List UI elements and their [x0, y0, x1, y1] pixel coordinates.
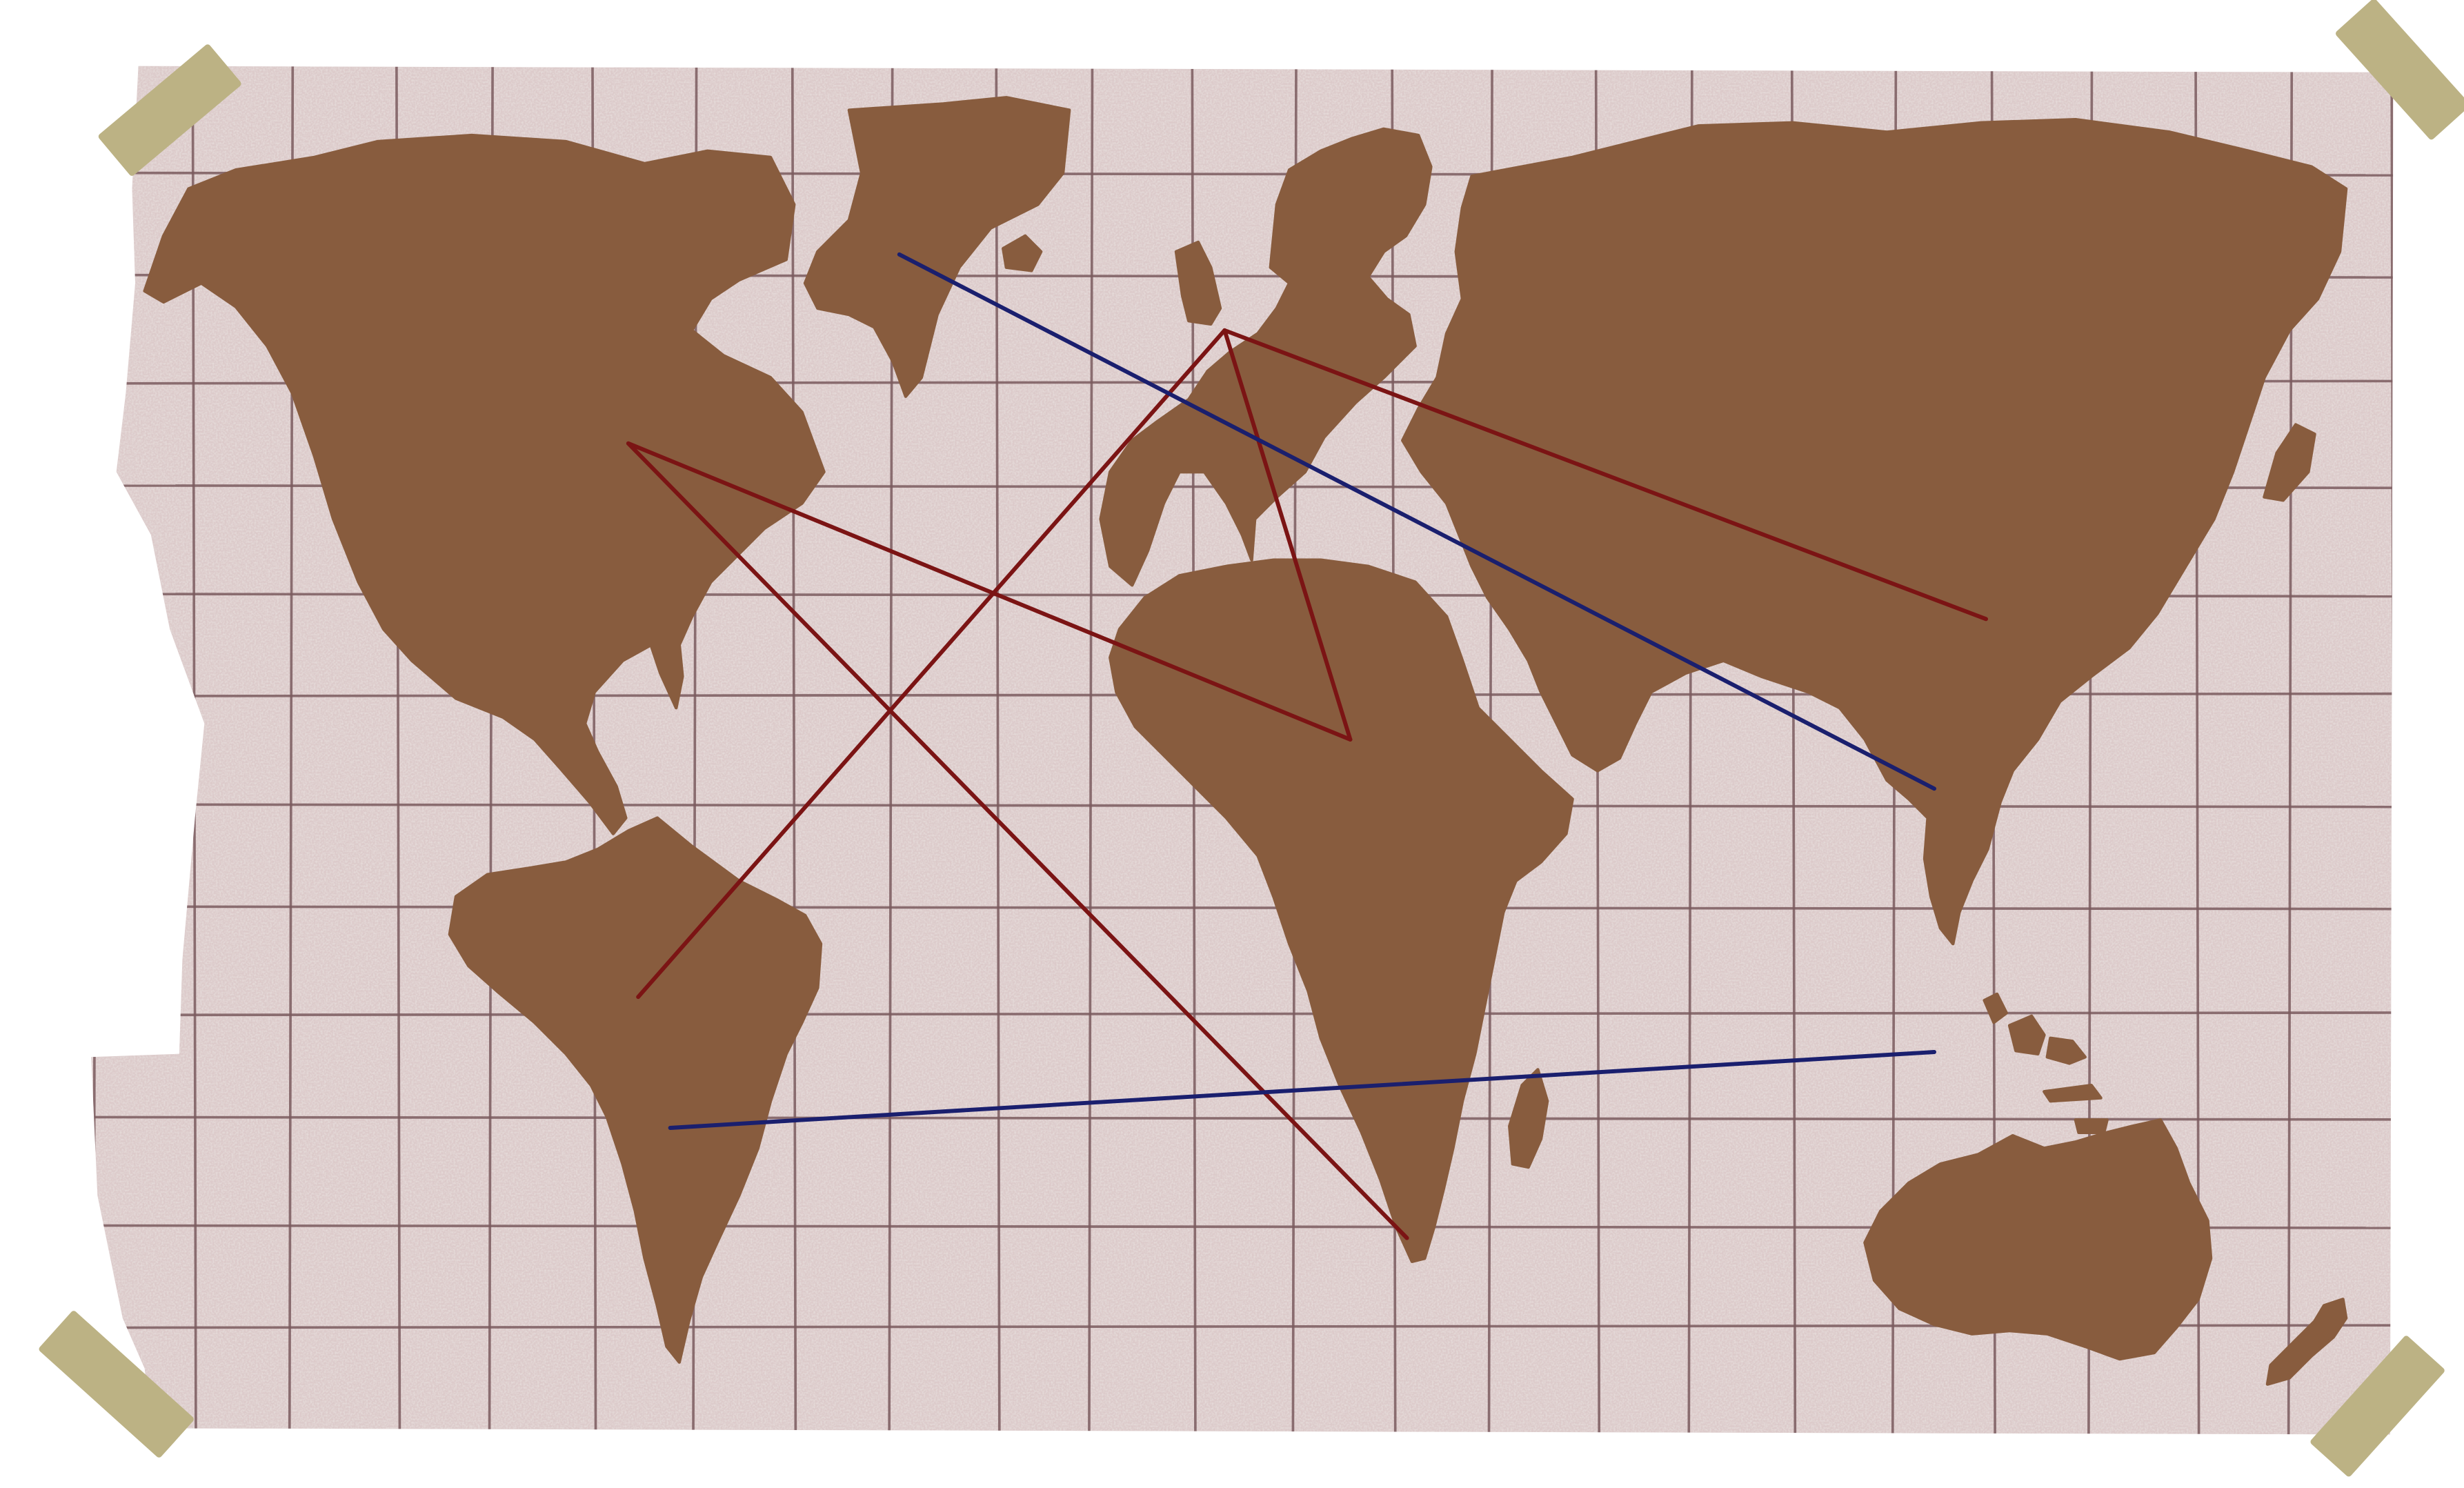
route-5	[1222, 328, 1988, 622]
tape-bottom-right	[2310, 1336, 2445, 1477]
grid-line-vertical	[92, 66, 99, 1435]
grid-line-vertical	[1088, 66, 1094, 1435]
grid-line-vertical	[995, 66, 1001, 1435]
uk	[1174, 240, 1222, 326]
japan	[2263, 423, 2316, 502]
tape-top-left	[98, 44, 241, 176]
grid-line-horizontal	[94, 1115, 2394, 1121]
route-4	[1222, 328, 1353, 742]
grid-line-vertical	[2390, 66, 2394, 1435]
route-1	[626, 441, 1353, 742]
route-3	[636, 328, 1227, 1000]
route-lines	[626, 252, 1988, 1240]
tape-top-right	[2336, 0, 2464, 140]
iceland	[1002, 234, 1043, 272]
europe	[1099, 127, 1433, 587]
route-6	[897, 252, 1936, 791]
south-america	[448, 816, 823, 1364]
land-masses	[143, 96, 2348, 1386]
route-7	[668, 1050, 1936, 1130]
north-america	[143, 133, 826, 835]
tape-bottom-left	[39, 1311, 194, 1458]
indonesia	[1983, 992, 2109, 1134]
asia	[1401, 118, 2348, 946]
tape-strips	[39, 0, 2464, 1477]
grid-line-horizontal	[94, 1011, 2394, 1017]
new-zealand	[2265, 1298, 2348, 1386]
route-2	[626, 441, 1409, 1240]
grid-line-horizontal	[95, 1436, 2394, 1438]
australia	[1863, 1118, 2213, 1361]
greenland	[803, 96, 1071, 398]
grid-line-horizontal	[95, 62, 2394, 64]
grid-line-vertical	[791, 66, 797, 1435]
africa	[1109, 558, 1574, 1263]
